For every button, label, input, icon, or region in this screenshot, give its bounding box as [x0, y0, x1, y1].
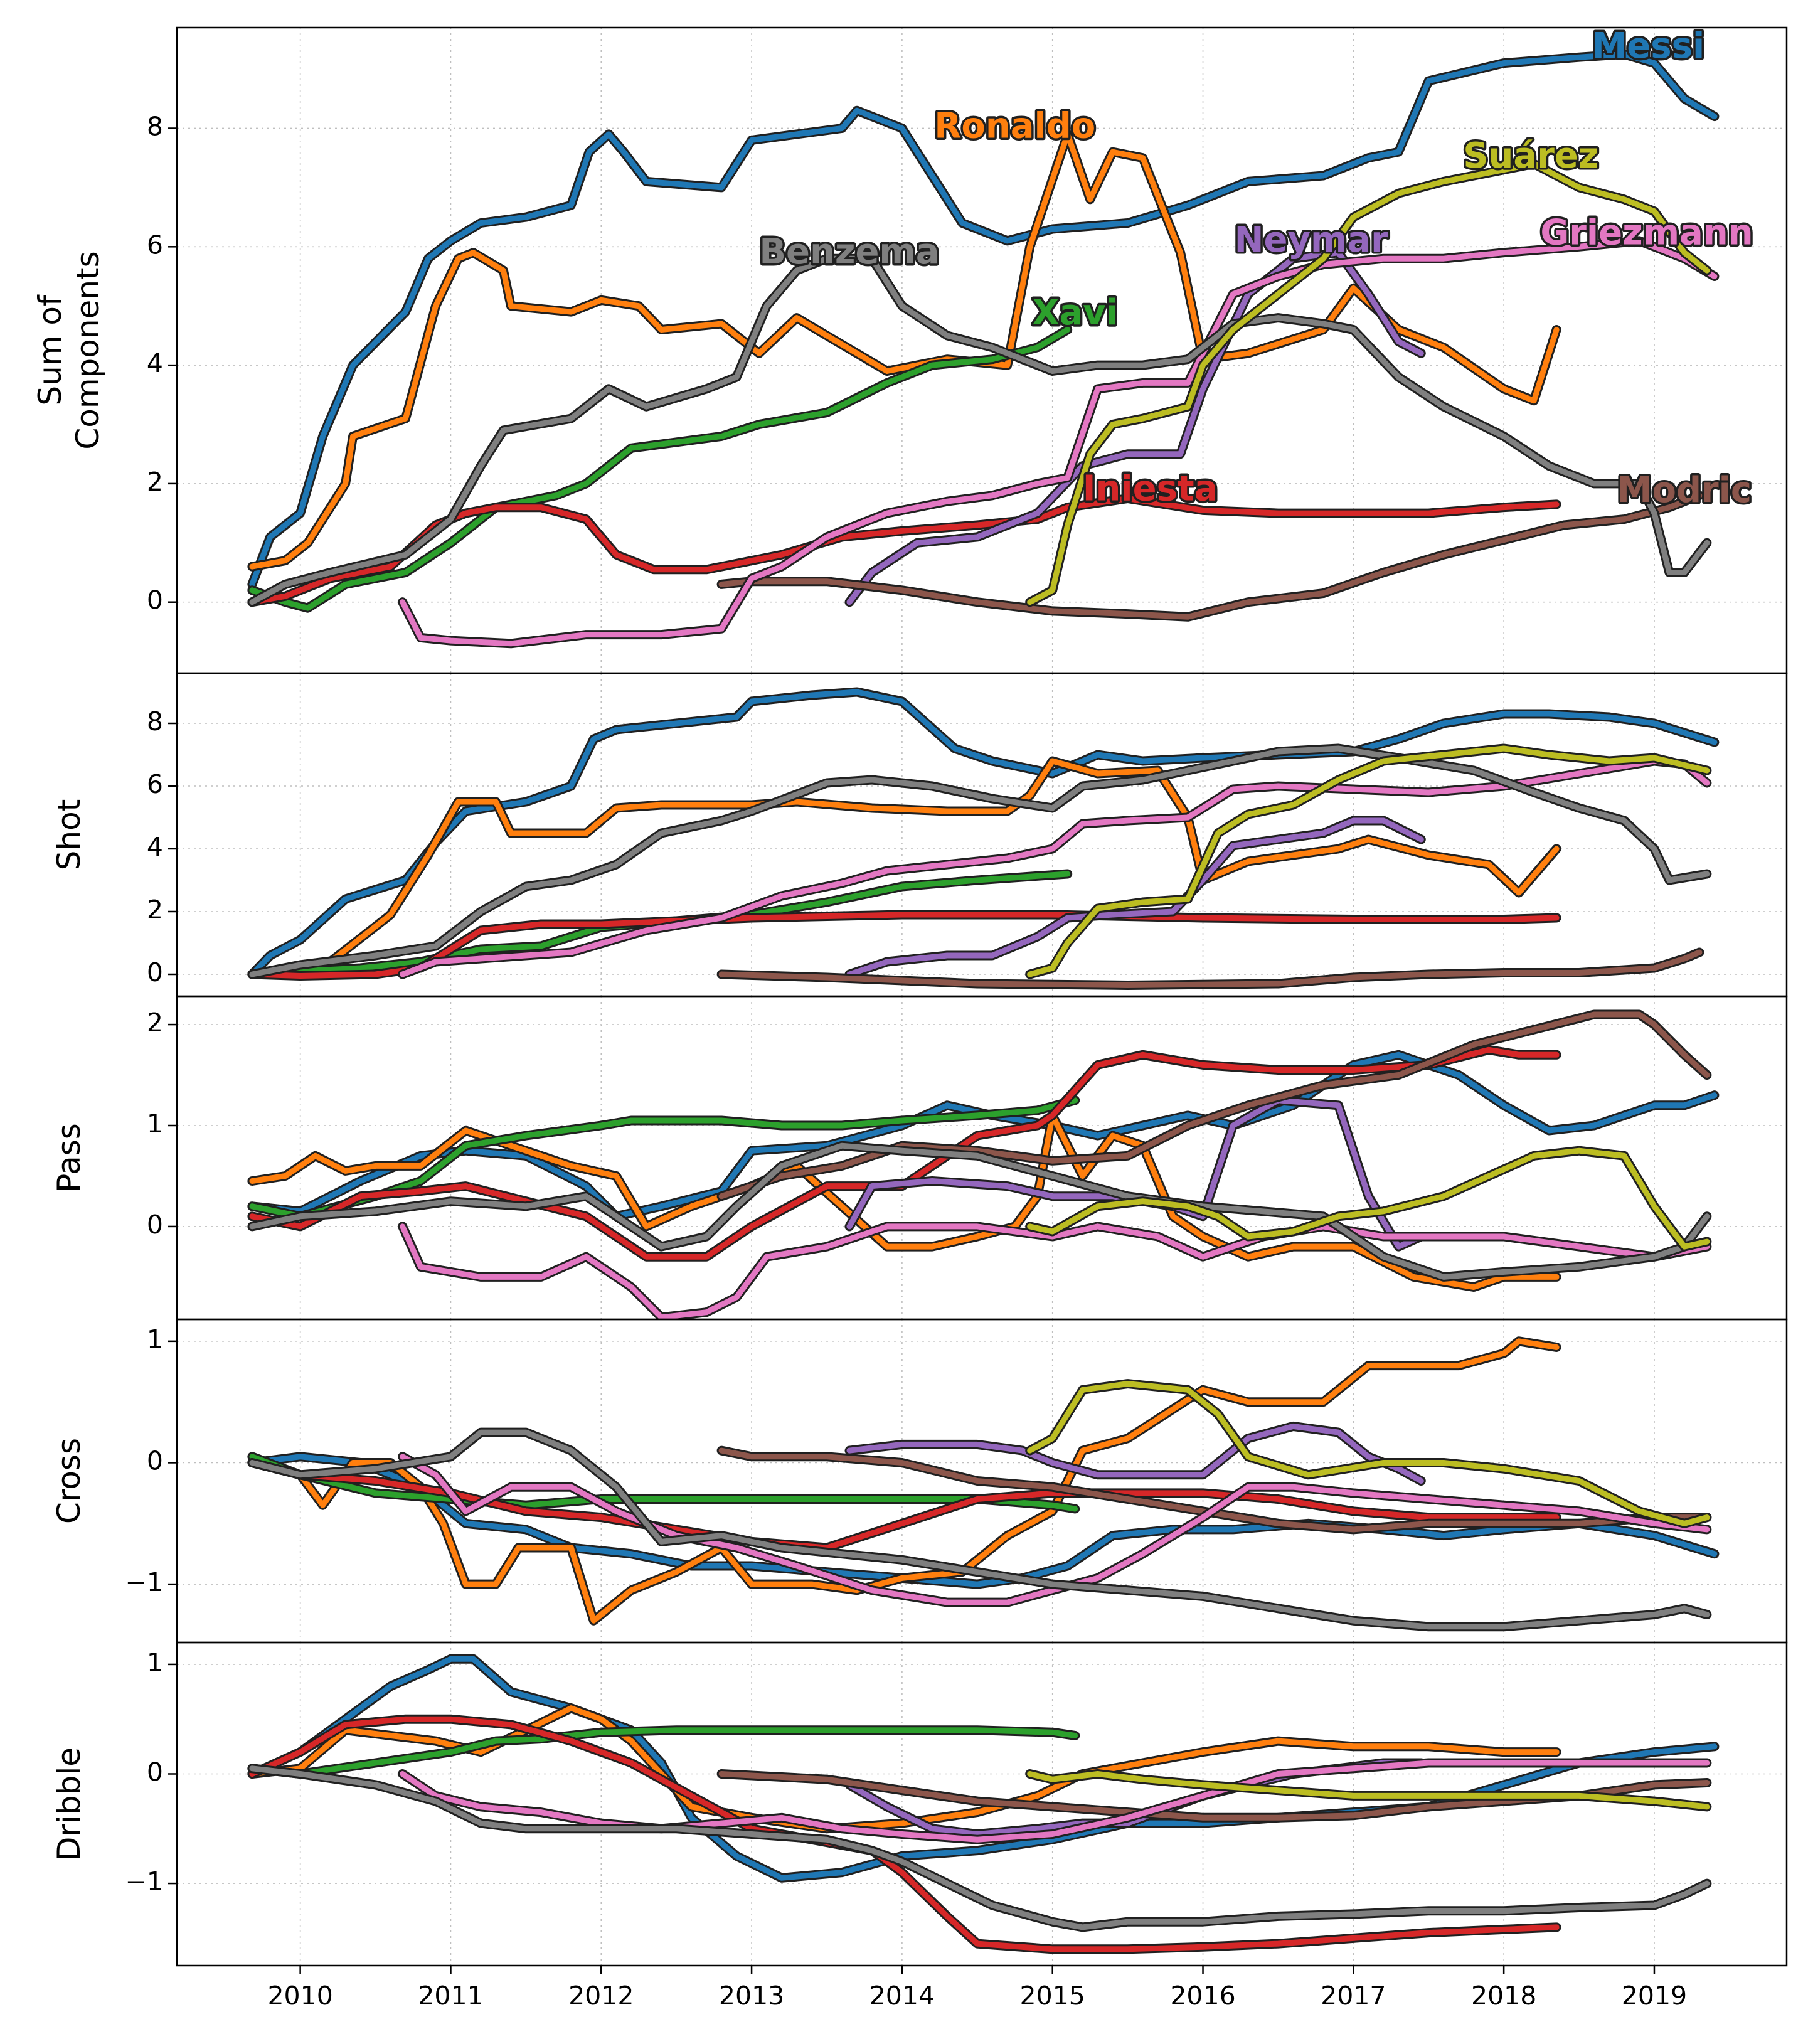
series-line-benzema — [249, 745, 1710, 977]
series-line-benzema — [249, 1429, 1710, 1630]
x-tick-label: 2017 — [1321, 1981, 1386, 2011]
series-line-modric — [718, 492, 1703, 620]
series-line-messi — [249, 51, 1718, 587]
series-line-ronaldo — [249, 758, 1560, 977]
series-line-griezmann — [400, 1223, 1710, 1319]
series-outline-neymar — [844, 816, 1426, 979]
series-line-suarez — [1027, 1771, 1710, 1810]
series-line-ronaldo — [249, 1112, 1560, 1290]
panel-dribble: −1 0 1 Dribble — [51, 1641, 1788, 1967]
y-axis-label: Pass — [51, 1123, 87, 1193]
label-griezmann: Griezmann — [1540, 213, 1753, 253]
series-line-suarez — [1027, 1147, 1710, 1250]
x-axis: 2010 2011 2012 2013 2014 2015 2016 2017 2018 2019 — [267, 1966, 1687, 2011]
series-line-griezmann — [400, 1454, 1710, 1605]
y-tick-label: 8 — [147, 111, 163, 141]
y-tick-label: −1 — [125, 1866, 163, 1897]
panel-sum: Messi Ronaldo Suárez Neymar Griezmann Benzema… — [32, 24, 1788, 674]
x-tick-label: 2013 — [719, 1981, 784, 2011]
y-tick-label: 0 — [147, 957, 163, 987]
label-ronaldo: Ronaldo — [934, 106, 1095, 147]
panel-pass: 0 1 2 Pass — [51, 995, 1788, 1321]
series-line-xavi — [249, 327, 1071, 611]
series-line-benzema — [249, 1765, 1710, 1930]
y-axis-label-line: Components — [70, 251, 106, 449]
y-tick-label: −1 — [125, 1567, 163, 1597]
label-benzema: Benzema — [759, 232, 939, 272]
panel-cross: −1 0 1 Cross — [51, 1318, 1788, 1644]
series-outline-benzema — [247, 1141, 1712, 1282]
y-tick-label: 0 — [147, 1210, 163, 1240]
x-tick-label: 2014 — [869, 1981, 935, 2011]
series-line-griezmann — [400, 238, 1718, 647]
x-tick-label: 2018 — [1471, 1981, 1536, 2011]
series-line-iniesta — [249, 1046, 1560, 1260]
series-line-suarez — [1027, 1381, 1710, 1526]
y-tick-label: 4 — [147, 348, 163, 378]
y-axis-label-line: Shot — [51, 799, 87, 871]
label-neymar: Neymar — [1235, 220, 1388, 260]
series-line-griezmann — [400, 1760, 1710, 1843]
y-axis-label: Cross — [51, 1438, 87, 1524]
panel-frame — [176, 1641, 1788, 1967]
panel-shot: 0 2 4 6 8 Shot — [51, 672, 1788, 998]
series-group — [247, 687, 1720, 990]
x-tick-label: 2019 — [1622, 1981, 1687, 2011]
y-tick-label: 4 — [147, 832, 163, 862]
series-outline-ronaldo — [247, 129, 1561, 572]
y-tick-label: 0 — [147, 1757, 163, 1787]
y-tick-label: 0 — [147, 1445, 163, 1476]
y-axis-label-line: Pass — [51, 1123, 87, 1193]
series-line-suarez — [1027, 161, 1710, 605]
label-iniesta: Iniesta — [1083, 468, 1218, 509]
series-group — [247, 1009, 1720, 1319]
series-line-neymar — [846, 1097, 1424, 1250]
y-tick-label: 2 — [147, 1008, 163, 1038]
x-tick-label: 2010 — [267, 1981, 332, 2011]
series-line-ronaldo — [249, 1338, 1560, 1624]
y-tick-label: 1 — [147, 1647, 163, 1678]
y-tick-label: 2 — [147, 895, 163, 925]
x-tick-label: 2016 — [1170, 1981, 1235, 2011]
series-group — [247, 1654, 1720, 1954]
series-outline-messi — [247, 1654, 1720, 1883]
y-axis-label-line: Cross — [51, 1438, 87, 1524]
y-axis-label: Dribble — [51, 1747, 87, 1861]
label-messi: Messi — [1592, 26, 1705, 67]
series-line-messi — [249, 1051, 1718, 1220]
series-outline-iniesta — [247, 910, 1561, 981]
y-tick-label: 8 — [147, 706, 163, 737]
label-suarez: Suárez — [1463, 136, 1598, 176]
series-line-neymar — [846, 817, 1424, 977]
series-group — [247, 50, 1720, 649]
x-tick-label: 2015 — [1020, 1981, 1085, 2011]
series-line-modric — [718, 1447, 1710, 1533]
y-tick-label: 2 — [147, 467, 163, 497]
series-group — [247, 1336, 1720, 1632]
y-tick-label: 6 — [147, 769, 163, 799]
x-tick-label: 2011 — [418, 1981, 483, 2011]
y-tick-label: 1 — [147, 1109, 163, 1139]
series-line-benzema — [249, 255, 1710, 605]
y-tick-label: 1 — [147, 1324, 163, 1355]
series-line-suarez — [1027, 745, 1710, 977]
series-line-messi — [249, 1454, 1718, 1587]
series-line-neymar — [846, 1423, 1424, 1484]
x-tick-label: 2012 — [568, 1981, 634, 2011]
series-line-benzema — [249, 1142, 1710, 1280]
series-line-xavi — [249, 1727, 1078, 1777]
label-xavi: Xavi — [1032, 292, 1118, 333]
y-axis-label: Sum ofComponents — [32, 251, 106, 449]
y-axis-label: Shot — [51, 799, 87, 871]
y-tick-label: 0 — [147, 585, 163, 615]
y-axis-label-line: Dribble — [51, 1747, 87, 1861]
series-line-neymar — [846, 250, 1424, 605]
series-line-ronaldo — [249, 131, 1560, 570]
y-tick-label: 6 — [147, 230, 163, 260]
label-modric: Modric — [1617, 470, 1752, 511]
series-line-modric — [718, 949, 1703, 988]
y-axis-label-line: Sum of — [32, 294, 68, 406]
